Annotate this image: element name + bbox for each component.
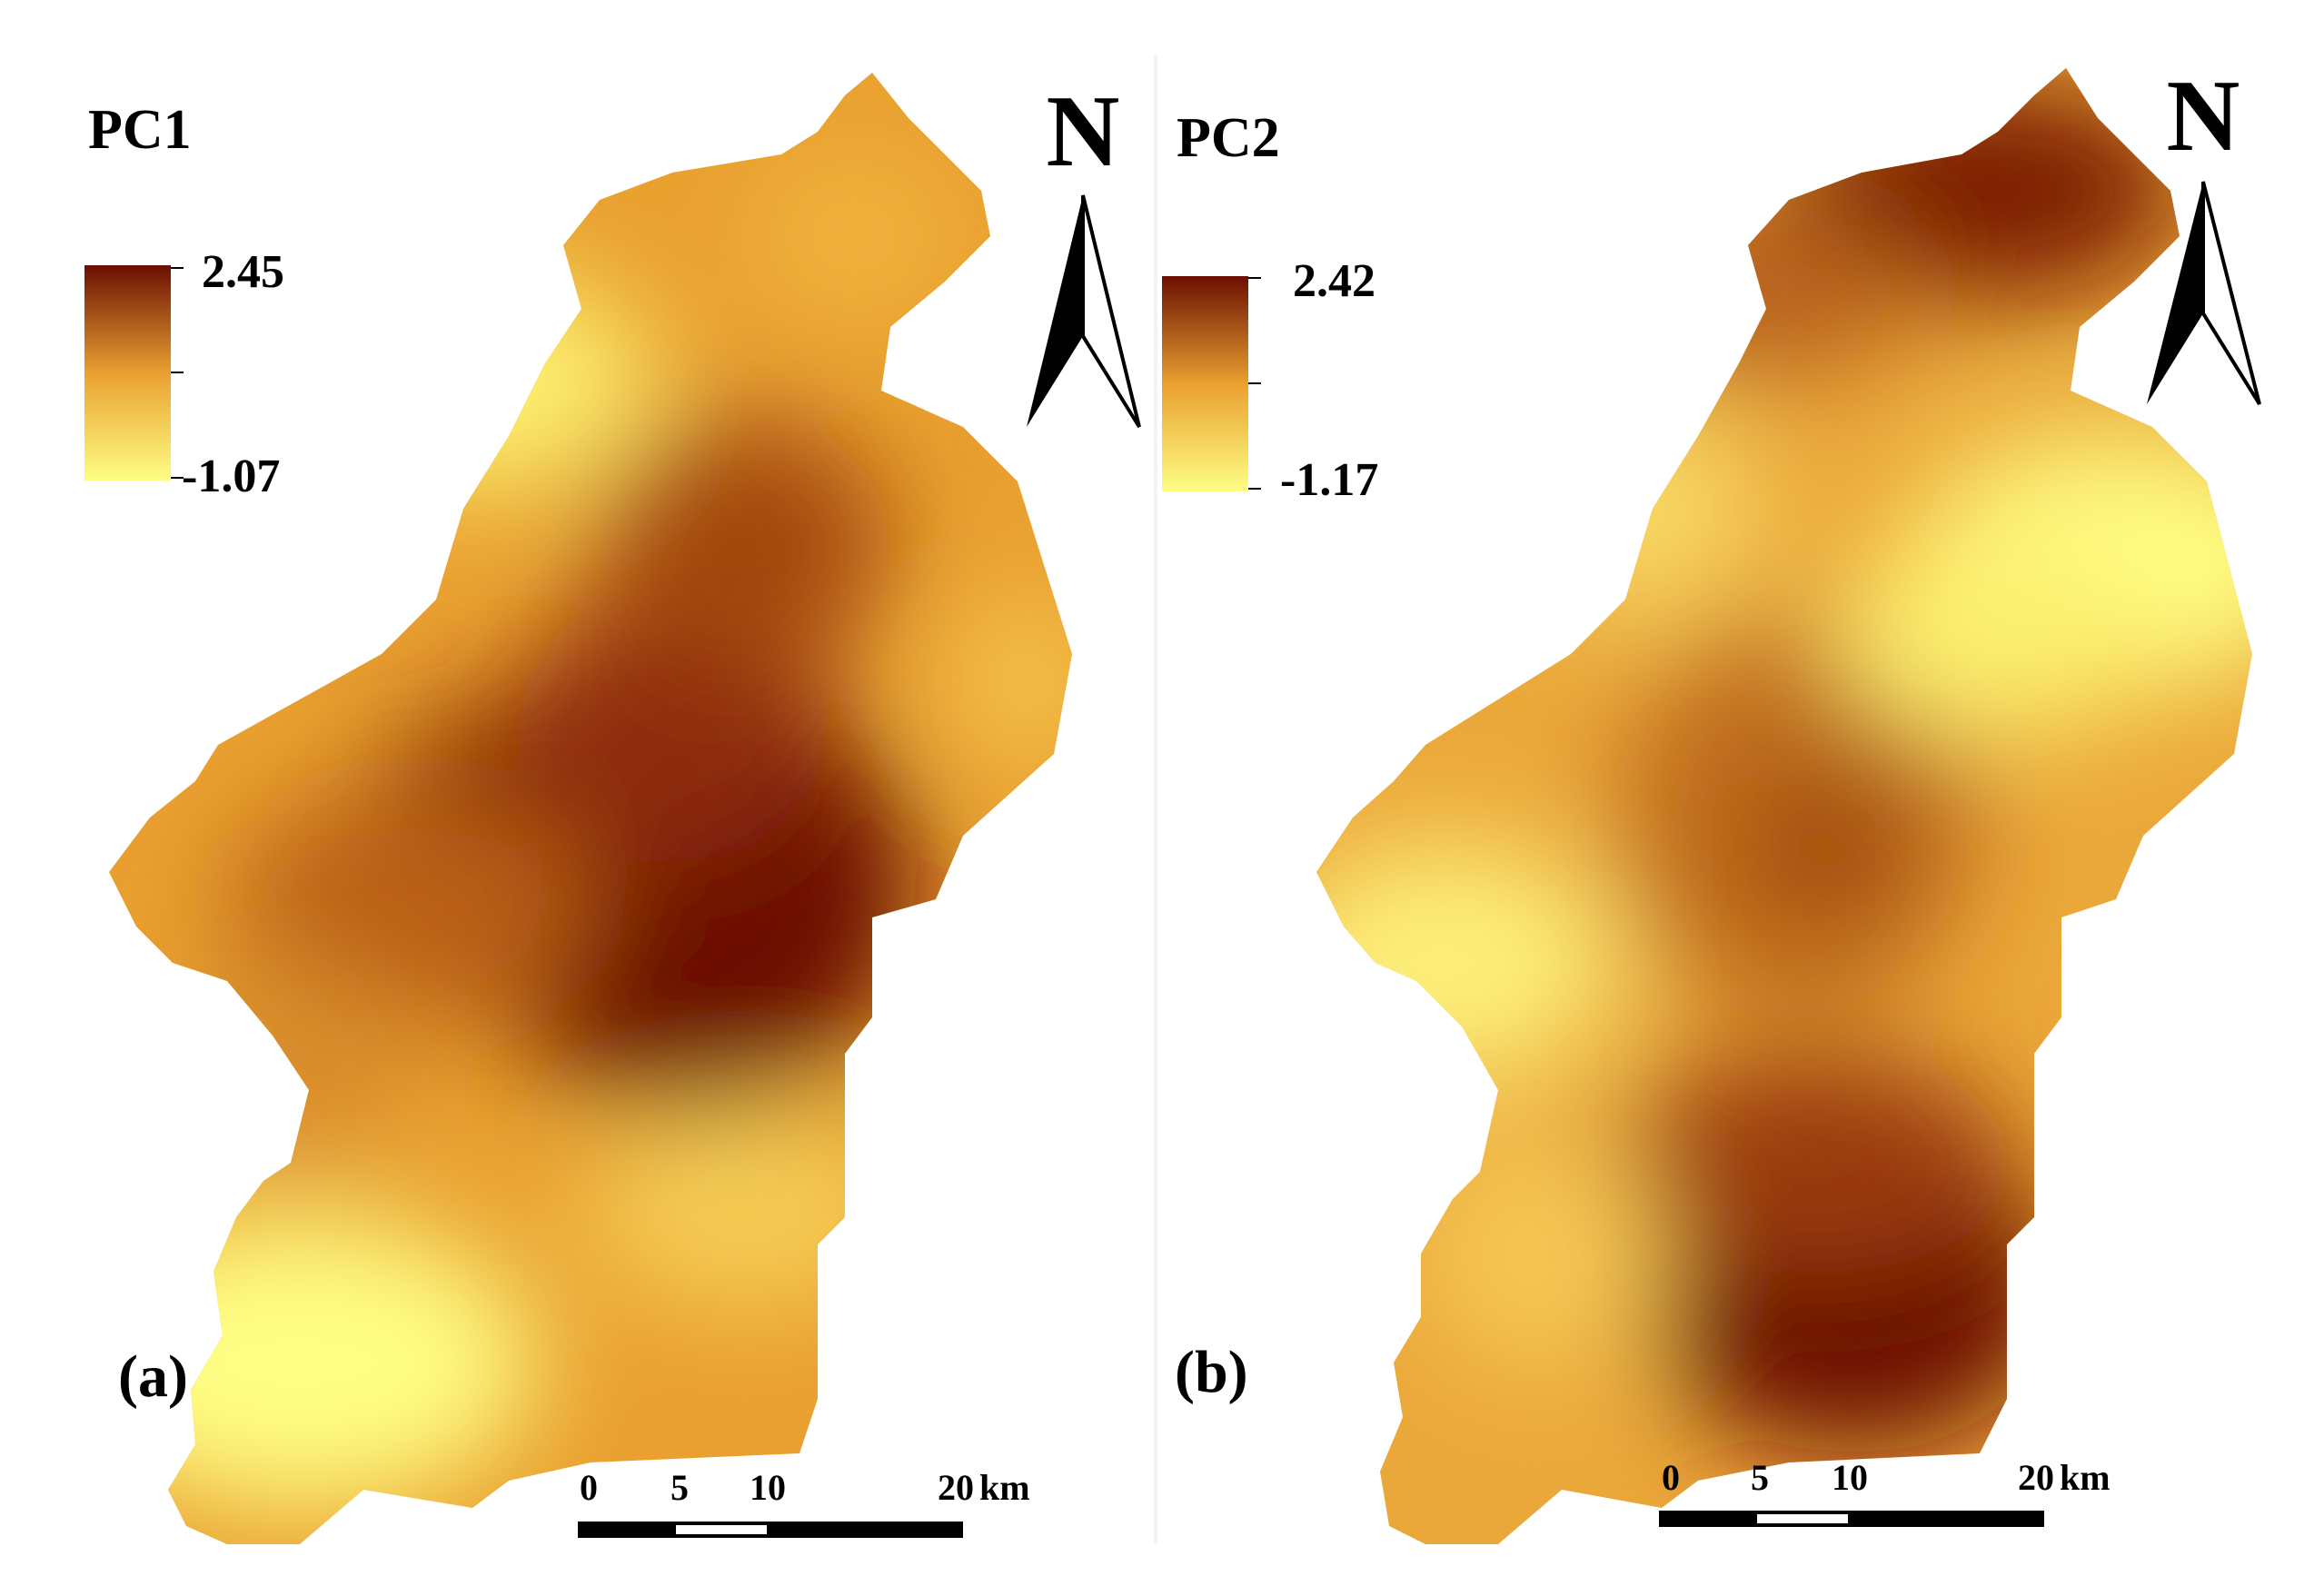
pc2-surface (1316, 68, 2252, 1544)
panel-title: PC2 (1177, 107, 1280, 169)
legend-min-label: -1.17 (1280, 454, 1378, 506)
legend-max-label: 2.45 (202, 246, 284, 298)
legend-color-ramp (1162, 276, 1248, 491)
map-panel-a: PC1 2.45 -1.07 N (a) 0 5 (84, 73, 1141, 1544)
panel-title: PC1 (88, 99, 192, 161)
panel-a: PC1 2.45 -1.07 N (a) 0 5 (84, 73, 1141, 1544)
scale-tick-5: 5 (670, 1467, 689, 1508)
legend-min-label: -1.07 (182, 451, 280, 502)
scale-tick-20: 20 (938, 1467, 974, 1508)
scale-unit: km (979, 1467, 1030, 1508)
legend-max-label: 2.42 (1293, 255, 1376, 307)
map-panel-b: PC2 2.42 -1.17 N (b) 0 5 10 20 km (1162, 60, 2261, 1544)
scale-bar-gap (676, 1525, 767, 1534)
scale-tick-20: 20 (2018, 1457, 2054, 1498)
panel-b: PC2 2.42 -1.17 N (b) 0 5 10 20 km (1162, 0, 2324, 1586)
panel-label: (a) (118, 1343, 188, 1410)
north-arrow-left-half-icon (2147, 182, 2203, 404)
panel-divider (1154, 55, 1157, 1544)
scale-bar-gap (1757, 1514, 1848, 1523)
legend: 2.45 -1.07 (84, 246, 284, 502)
scale-tick-10: 10 (750, 1467, 786, 1508)
scale-tick-0: 0 (1662, 1457, 1680, 1498)
scale-bar: 0 5 10 20 km (1659, 1457, 2110, 1527)
scale-bar: 0 5 10 20 km (578, 1467, 1030, 1538)
north-arrow: N (2147, 60, 2261, 406)
north-arrow-left-half-icon (1027, 195, 1083, 427)
north-arrow-right-half-icon (2201, 181, 2261, 406)
scale-tick-5: 5 (1751, 1457, 1769, 1498)
north-arrow-right-half-icon (1081, 194, 1141, 429)
scale-bar-outline (578, 1522, 963, 1538)
north-arrow: N (1027, 75, 1141, 429)
scale-unit: km (2060, 1457, 2110, 1498)
scale-tick-0: 0 (580, 1467, 598, 1508)
legend-color-ramp (84, 265, 171, 481)
north-label: N (1047, 75, 1120, 188)
scale-bar-outline (1659, 1511, 2044, 1527)
legend: 2.42 -1.17 (1162, 255, 1378, 506)
panel-label: (b) (1175, 1339, 1248, 1405)
north-label: N (2167, 60, 2240, 173)
scale-tick-10: 10 (1832, 1457, 1868, 1498)
